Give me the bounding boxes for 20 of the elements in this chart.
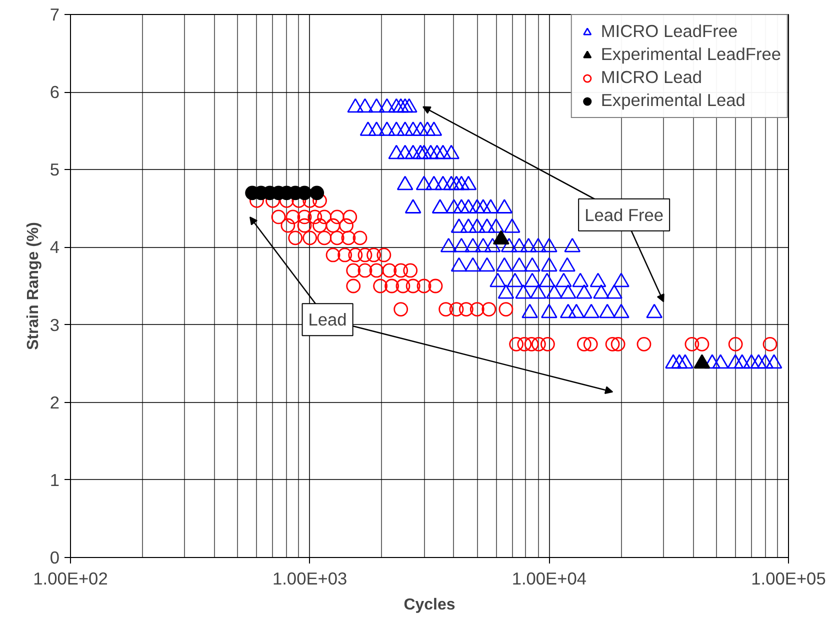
x-tick-label: 1.00E+04 (512, 568, 587, 588)
y-tick-label: 3 (50, 314, 60, 335)
x-axis-title: Cycles (404, 596, 456, 614)
x-tick-label: 1.00E+03 (272, 568, 348, 588)
annotation: Lead (308, 310, 347, 330)
y-tick-label: 1 (50, 470, 60, 490)
y-tick-label: 5 (50, 160, 60, 180)
y-tick-label: 7 (50, 4, 60, 24)
y-tick-label: 6 (50, 82, 60, 102)
legend-label: MICRO LeadFree (600, 21, 738, 42)
legend-label: MICRO Lead (600, 67, 702, 88)
x-tick-label: 1.00E+05 (751, 568, 826, 588)
y-tick-label: 4 (50, 237, 60, 258)
legend-label: Experimental Lead (600, 90, 746, 111)
x-tick-label: 1.00E+02 (33, 568, 108, 588)
legend-label: Experimental LeadFree (600, 44, 781, 65)
annotation: Lead Free (584, 204, 664, 225)
y-tick-label: 2 (50, 392, 60, 412)
y-axis-title: Strain Range (%) (24, 222, 42, 350)
y-tick-label: 0 (50, 548, 60, 568)
